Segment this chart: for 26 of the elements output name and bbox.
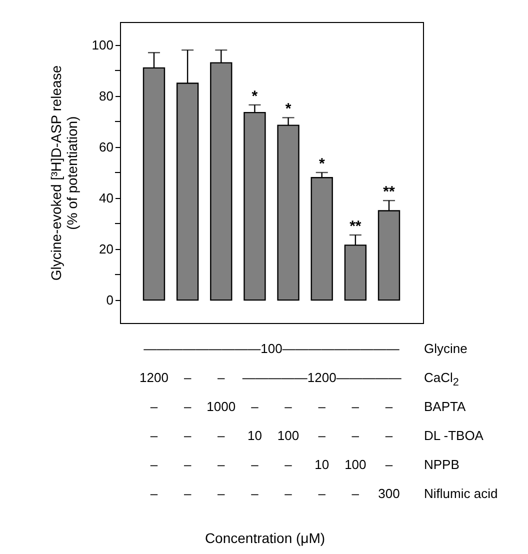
text: BAPTA: [424, 399, 466, 414]
text: – – 1000 – – – – –: [150, 399, 393, 414]
data-label: *: [318, 156, 325, 172]
y-tick-label: 40: [99, 190, 114, 206]
y-tick-label: 60: [99, 139, 114, 154]
text: Glycine: [424, 341, 468, 356]
y-tick-label: 80: [99, 88, 114, 104]
y-tick-label: 100: [92, 37, 114, 52]
bar: [310, 177, 333, 301]
text: Concentration (μM): [204, 530, 326, 546]
text: CaCl$_{2}$: [424, 370, 459, 389]
text: —————————100—————————: [144, 341, 400, 356]
y-tick-label: 0: [106, 292, 114, 308]
data-label: **: [383, 184, 395, 201]
y-axis-title: Glycine-evoked [³H]D-ASP release (% of potentiation): [48, 65, 80, 281]
text: 1200 – – —————1200—————: [140, 370, 402, 385]
data-label: **: [350, 218, 362, 235]
text: – – – – – 10 100 –: [150, 457, 393, 472]
text: Niflumic acid: [424, 486, 498, 501]
text: DL -TBOA: [424, 428, 484, 443]
data-label: *: [285, 100, 292, 118]
data-label: *: [252, 88, 258, 105]
text: – – – – – – – 300: [150, 486, 400, 501]
text: NPPB: [424, 457, 460, 472]
text: – – – 10 100 – – –: [150, 428, 393, 443]
y-tick-label: 20: [99, 242, 114, 257]
